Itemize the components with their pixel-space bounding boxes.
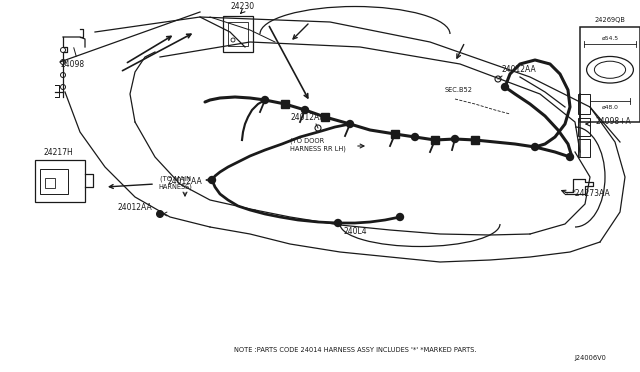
Circle shape [531,144,538,151]
Circle shape [262,96,269,103]
Bar [471,136,479,144]
Text: ø48.0: ø48.0 [602,105,618,110]
Text: 24217H: 24217H [43,148,73,157]
Text: ø54.5: ø54.5 [602,36,619,41]
Text: 24269QB: 24269QB [595,17,625,23]
Bar [431,136,439,144]
Bar [45,178,55,188]
Circle shape [157,211,163,218]
Text: 24012AA: 24012AA [168,177,203,186]
Text: 24012AA: 24012AA [118,203,153,212]
Circle shape [502,83,509,90]
Bar [228,22,248,46]
Circle shape [566,154,573,160]
Bar [578,139,590,157]
Bar [580,27,640,122]
Text: 24012AA: 24012AA [291,113,325,122]
Text: 24012AA: 24012AA [502,65,537,74]
Text: 24230: 24230 [231,2,255,11]
Bar [391,130,399,138]
Bar [321,113,329,121]
Circle shape [335,219,342,227]
Bar [578,118,590,136]
Text: (TO MAIN: (TO MAIN [159,175,191,182]
Bar [578,94,590,114]
Text: 24098: 24098 [61,60,85,69]
Text: SEC.B52: SEC.B52 [445,87,473,93]
Text: HARNESS): HARNESS) [158,183,192,189]
Text: *24273AA: *24273AA [572,189,611,198]
Bar [223,16,253,52]
Circle shape [451,135,458,142]
Circle shape [301,106,308,113]
Text: 24098+A: 24098+A [596,117,632,126]
Text: HARNESS RR LH): HARNESS RR LH) [290,145,346,151]
Text: 240L4: 240L4 [343,227,367,236]
Circle shape [412,134,419,141]
Bar [40,169,68,194]
Text: (TO DOOR: (TO DOOR [290,137,324,144]
Circle shape [346,121,353,128]
Text: J24006V0: J24006V0 [574,355,606,361]
Text: NOTE :PARTS CODE 24014 HARNESS ASSY INCLUDES '*' *MARKED PARTS.: NOTE :PARTS CODE 24014 HARNESS ASSY INCL… [234,347,476,353]
Bar [281,100,289,108]
Circle shape [397,214,403,221]
Circle shape [209,176,216,183]
Bar [35,160,85,202]
